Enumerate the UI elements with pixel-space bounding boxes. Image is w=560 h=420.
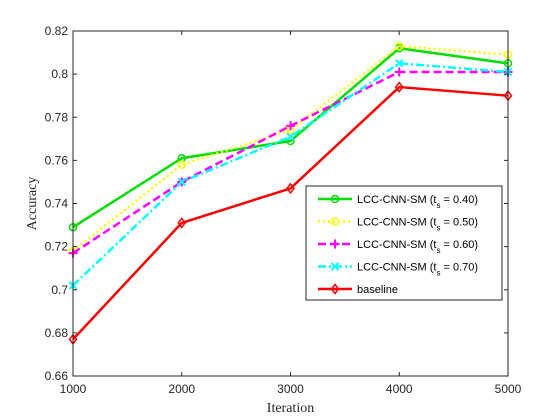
y-tick-label: 0.66 [45, 369, 69, 383]
y-tick-label: 0.78 [45, 110, 69, 124]
legend: LCC-CNN-SM (ts = 0.40) LCC-CNN-SM (ts = 0… [305, 185, 503, 301]
legend-item: LCC-CNN-SM (ts = 0.50) [318, 217, 478, 233]
data-point-marker [177, 217, 187, 229]
data-point-marker [286, 182, 295, 195]
data-point-marker [286, 132, 295, 141]
legend-marker [330, 217, 340, 226]
data-point-marker [177, 177, 186, 187]
x-axis-label: Iteration [267, 401, 314, 416]
data-point-marker [395, 41, 404, 51]
data-point-marker [395, 59, 404, 68]
x-tick-label: 2000 [168, 382, 195, 396]
data-point-marker [177, 160, 186, 169]
legend-item: LCC-CNN-SM (ts = 0.40) [318, 194, 478, 210]
legend-marker [330, 194, 340, 204]
legend-marker [330, 283, 340, 295]
legend-label: LCC-CNN-SM (ts = 0.60) [357, 239, 478, 255]
y-tick-label: 0.76 [45, 153, 69, 167]
legend-item: LCC-CNN-SM (ts = 0.60) [318, 239, 478, 255]
y-axis-label: Accuracy [25, 177, 40, 231]
y-tick-label: 0.7 [51, 283, 68, 297]
y-tick-label: 0.8 [51, 67, 68, 81]
x-tick-label: 1000 [60, 382, 87, 396]
legend-label: LCC-CNN-SM (ts = 0.40) [357, 194, 478, 210]
x-tick-label: 3000 [277, 382, 304, 396]
series-line [72, 44, 509, 252]
x-tick-label: 4000 [386, 382, 413, 396]
series-line [72, 85, 509, 341]
legend-label: LCC-CNN-SM (ts = 0.70) [357, 262, 478, 278]
ticks-layer: 1000 2000 3000 4000 5000 0.66 0.68 0.7 0.72 0.74 0… [45, 24, 522, 396]
legend-item: baseline [318, 283, 398, 296]
series-line [72, 47, 509, 229]
y-tick-label: 0.72 [45, 240, 69, 254]
legend-marker [330, 239, 340, 249]
x-tick-label: 5000 [495, 382, 522, 396]
legend-label: baseline [357, 284, 398, 296]
legend-marker [330, 262, 340, 271]
y-tick-label: 0.82 [45, 24, 69, 38]
y-tick-label: 0.68 [45, 326, 69, 340]
legend-label: LCC-CNN-SM (ts = 0.50) [357, 217, 478, 233]
legend-item: LCC-CNN-SM (ts = 0.70) [318, 262, 478, 278]
data-point-marker [394, 67, 404, 77]
data-point-marker [394, 81, 404, 93]
y-tick-label: 0.74 [45, 197, 69, 211]
data-point-marker [286, 121, 295, 131]
